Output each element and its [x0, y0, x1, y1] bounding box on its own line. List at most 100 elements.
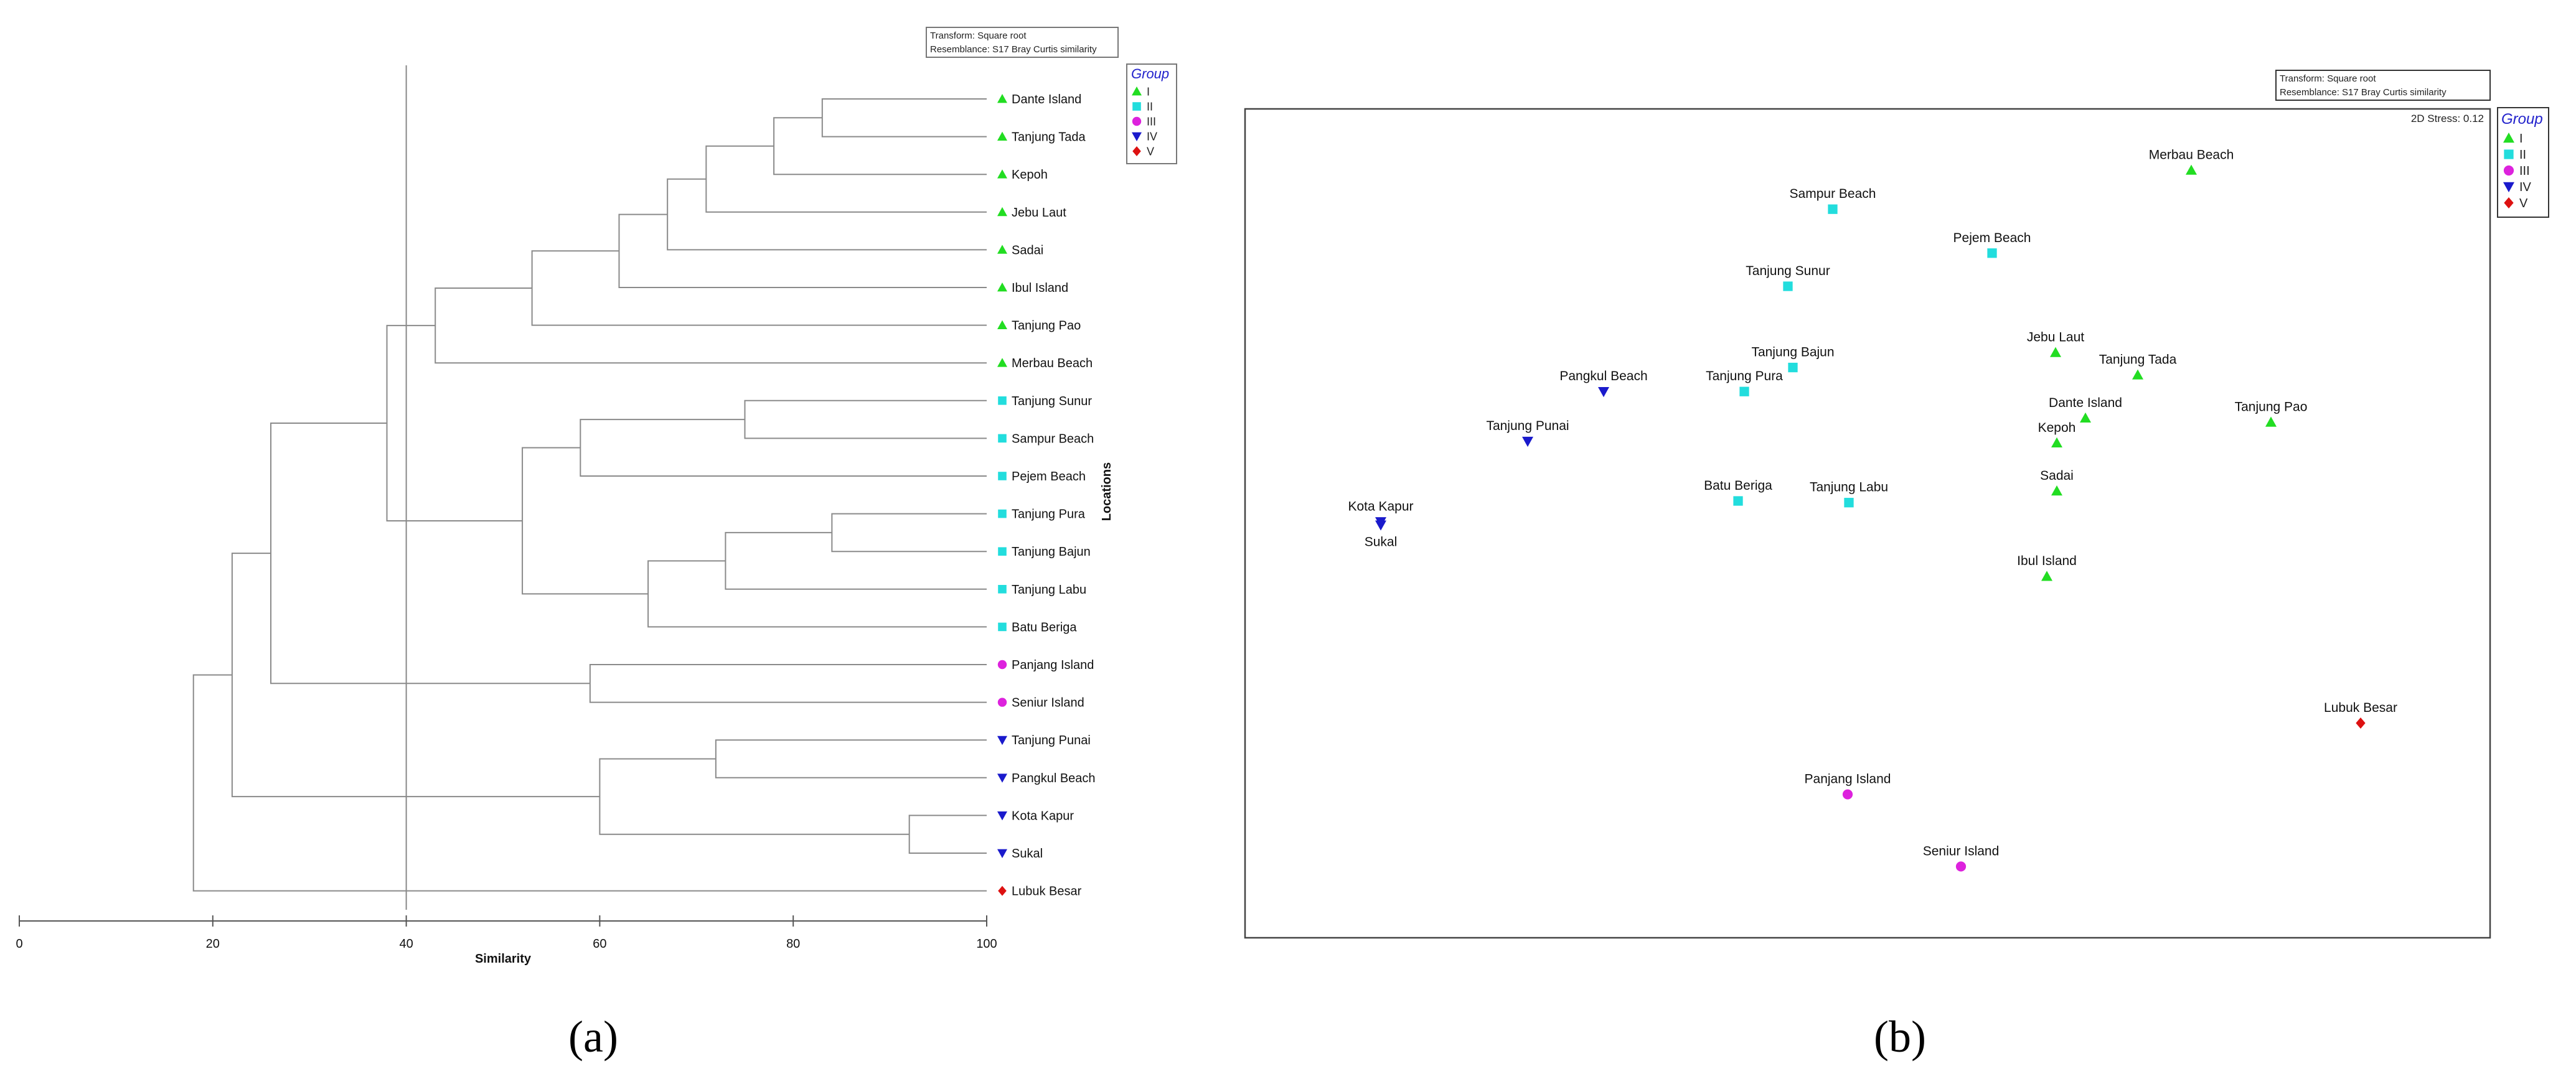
similarity-tick-label-60: 60 — [593, 937, 606, 951]
dendrogram-legend-label-iv: IV — [1147, 130, 1157, 143]
nmds-points: Merbau Beach Sampur Beach Pejem Beach Tanju… — [1348, 148, 2397, 872]
dendrogram-leaf-label-sukal: Sukal — [1012, 847, 1043, 861]
nmds-point-panjang-island — [1842, 789, 1853, 800]
dendrogram-leaf-label-jebu-laut: Jebu Laut — [1012, 206, 1066, 220]
dendrogram-leaf-label-tanjung-punai: Tanjung Punai — [1012, 734, 1091, 747]
dendrogram-leaf-marker-sukal — [997, 849, 1007, 858]
nmds-point-label-tanjung-punai: Tanjung Punai — [1486, 419, 1569, 433]
nmds-point-label-tanjung-pura: Tanjung Pura — [1706, 369, 1783, 383]
panel-b-label: (b) — [1874, 1012, 1926, 1062]
nmds-point-sadai — [2051, 485, 2062, 496]
dendrogram-leaf-marker-tanjung-bajun — [998, 547, 1007, 556]
similarity-tick-label-40: 40 — [399, 937, 413, 951]
nmds-point-tanjung-sunur — [1783, 281, 1793, 291]
similarity-axis-ticks: 0 20 40 60 80 100 — [16, 915, 997, 951]
dendrogram-leaf-marker-tanjung-labu — [998, 585, 1007, 594]
dendrogram-leaf-label-pangkul-beach: Pangkul Beach — [1012, 772, 1096, 785]
dendrogram-leaf-label-kota-kapur: Kota Kapur — [1012, 809, 1074, 823]
dendrogram-leaves: Dante Island Tanjung Tada Kepoh Jebu Laut Sa… — [997, 93, 1096, 899]
similarity-tick-label-20: 20 — [206, 937, 220, 951]
dendrogram-legend-marker-iii — [1132, 116, 1142, 126]
nmds-note-box — [2275, 70, 2491, 101]
dendrogram-leaf-label-sampur-beach: Sampur Beach — [1012, 432, 1094, 446]
nmds-point-batu-beriga — [1733, 496, 1743, 506]
dendrogram-note-box — [926, 27, 1119, 58]
dendrogram-leaf-label-tanjung-tada: Tanjung Tada — [1012, 131, 1086, 144]
nmds-point-label-tanjung-pao: Tanjung Pao — [2235, 399, 2308, 414]
dendrogram-leaf-marker-panjang-island — [997, 660, 1007, 670]
panel-a-label: (a) — [568, 1012, 618, 1062]
dendrogram-leaf-marker-merbau-beach — [997, 358, 1007, 367]
nmds-point-lubuk-besar — [2356, 717, 2366, 729]
nmds-point-label-dante-island: Dante Island — [2049, 396, 2122, 410]
nmds-resemblance-note: Resemblance: S17 Bray Curtis similarity — [2280, 87, 2447, 98]
nmds-point-kepoh — [2051, 437, 2062, 447]
dendrogram-legend-marker-v — [1132, 146, 1141, 156]
nmds-point-label-ibul-island: Ibul Island — [2017, 554, 2077, 568]
dendrogram-leaf-label-lubuk-besar: Lubuk Besar — [1012, 885, 1082, 899]
dendrogram-leaf-marker-kepoh — [997, 169, 1007, 179]
nmds-legend-marker-v — [2504, 197, 2514, 208]
dendrogram-leaf-label-seniur-island: Seniur Island — [1012, 696, 1084, 710]
dendrogram-legend-marker-i — [1132, 86, 1142, 96]
dendrogram-leaf-label-tanjung-sunur: Tanjung Sunur — [1012, 395, 1092, 408]
dendrogram-leaf-marker-pangkul-beach — [997, 773, 1007, 783]
dendrogram-leaf-label-tanjung-pao: Tanjung Pao — [1012, 319, 1081, 333]
nmds-point-label-tanjung-sunur: Tanjung Sunur — [1746, 264, 1830, 278]
nmds-point-label-batu-beriga: Batu Beriga — [1704, 479, 1772, 493]
nmds-stress-label: 2D Stress: 0.12 — [2411, 113, 2484, 124]
nmds-point-label-kota-kapur: Kota Kapur — [1348, 499, 1413, 513]
dendrogram-leaf-label-merbau-beach: Merbau Beach — [1012, 357, 1093, 370]
similarity-tick-label-100: 100 — [976, 937, 997, 951]
dendrogram-legend-box — [1126, 63, 1177, 164]
nmds-panel: Transform: Square root Resemblance: S17 … — [1244, 70, 2549, 1062]
dendrogram-leaf-marker-batu-beriga — [998, 622, 1007, 632]
dendrogram-legend-title: Group — [1131, 66, 1169, 82]
nmds-point-label-panjang-island: Panjang Island — [1805, 772, 1891, 787]
dendrogram-legend-marker-ii — [1132, 102, 1141, 111]
dendrogram-legend-label-iii: III — [1147, 115, 1156, 128]
nmds-point-label-sadai: Sadai — [2040, 469, 2074, 483]
dendrogram-leaf-label-batu-beriga: Batu Beriga — [1012, 620, 1077, 634]
nmds-point-label-tanjung-bajun: Tanjung Bajun — [1751, 345, 1834, 360]
nmds-legend-box — [2497, 107, 2549, 218]
dendrogram-leaf-marker-jebu-laut — [997, 207, 1007, 217]
nmds-point-label-jebu-laut: Jebu Laut — [2027, 330, 2084, 345]
nmds-point-tanjung-pao — [2265, 416, 2277, 427]
dendrogram-leaf-marker-sadai — [997, 245, 1007, 254]
dendrogram-leaf-label-dante-island: Dante Island — [1012, 93, 1081, 106]
nmds-legend-label-i: I — [2519, 132, 2523, 146]
dendrogram-leaf-marker-tanjung-pura — [998, 509, 1007, 518]
dendrogram-branches — [192, 98, 987, 892]
dendrogram-leaf-marker-tanjung-pao — [997, 320, 1007, 329]
nmds-point-label-tanjung-labu: Tanjung Labu — [1810, 480, 1888, 495]
nmds-point-tanjung-pura — [1739, 386, 1749, 396]
dendrogram-leaf-label-kepoh: Kepoh — [1012, 168, 1048, 182]
similarity-axis-title: Similarity — [475, 952, 532, 966]
nmds-point-label-kepoh: Kepoh — [2038, 421, 2076, 435]
dendrogram-leaf-label-tanjung-bajun: Tanjung Bajun — [1012, 545, 1091, 559]
nmds-point-label-pejem-beach: Pejem Beach — [1953, 231, 2031, 245]
nmds-legend-marker-ii — [2504, 149, 2514, 159]
nmds-point-tanjung-tada — [2132, 369, 2143, 380]
dendrogram-leaf-marker-tanjung-tada — [997, 131, 1007, 141]
nmds-point-sukal — [1375, 520, 1386, 531]
nmds-transform-note: Transform: Square root — [2280, 73, 2376, 84]
nmds-point-seniur-island — [1955, 861, 1967, 872]
dendrogram-leaf-marker-kota-kapur — [997, 811, 1007, 821]
dendrogram-leaf-marker-dante-island — [997, 94, 1007, 103]
dendrogram-legend-marker-iv — [1132, 132, 1142, 141]
dendrogram-leaf-label-pejem-beach: Pejem Beach — [1012, 470, 1086, 484]
nmds-point-tanjung-punai — [1522, 436, 1533, 447]
dendrogram-leaf-label-ibul-island: Ibul Island — [1012, 281, 1068, 295]
nmds-plot-frame — [1244, 108, 2491, 939]
nmds-point-label-sampur-beach: Sampur Beach — [1790, 187, 1876, 201]
nmds-point-merbau-beach — [2186, 164, 2197, 175]
dendrogram-resemblance-note: Resemblance: S17 Bray Curtis similarity — [930, 44, 1097, 55]
nmds-point-label-lubuk-besar: Lubuk Besar — [2324, 701, 2397, 715]
dendrogram-branch-n21 — [192, 674, 987, 892]
